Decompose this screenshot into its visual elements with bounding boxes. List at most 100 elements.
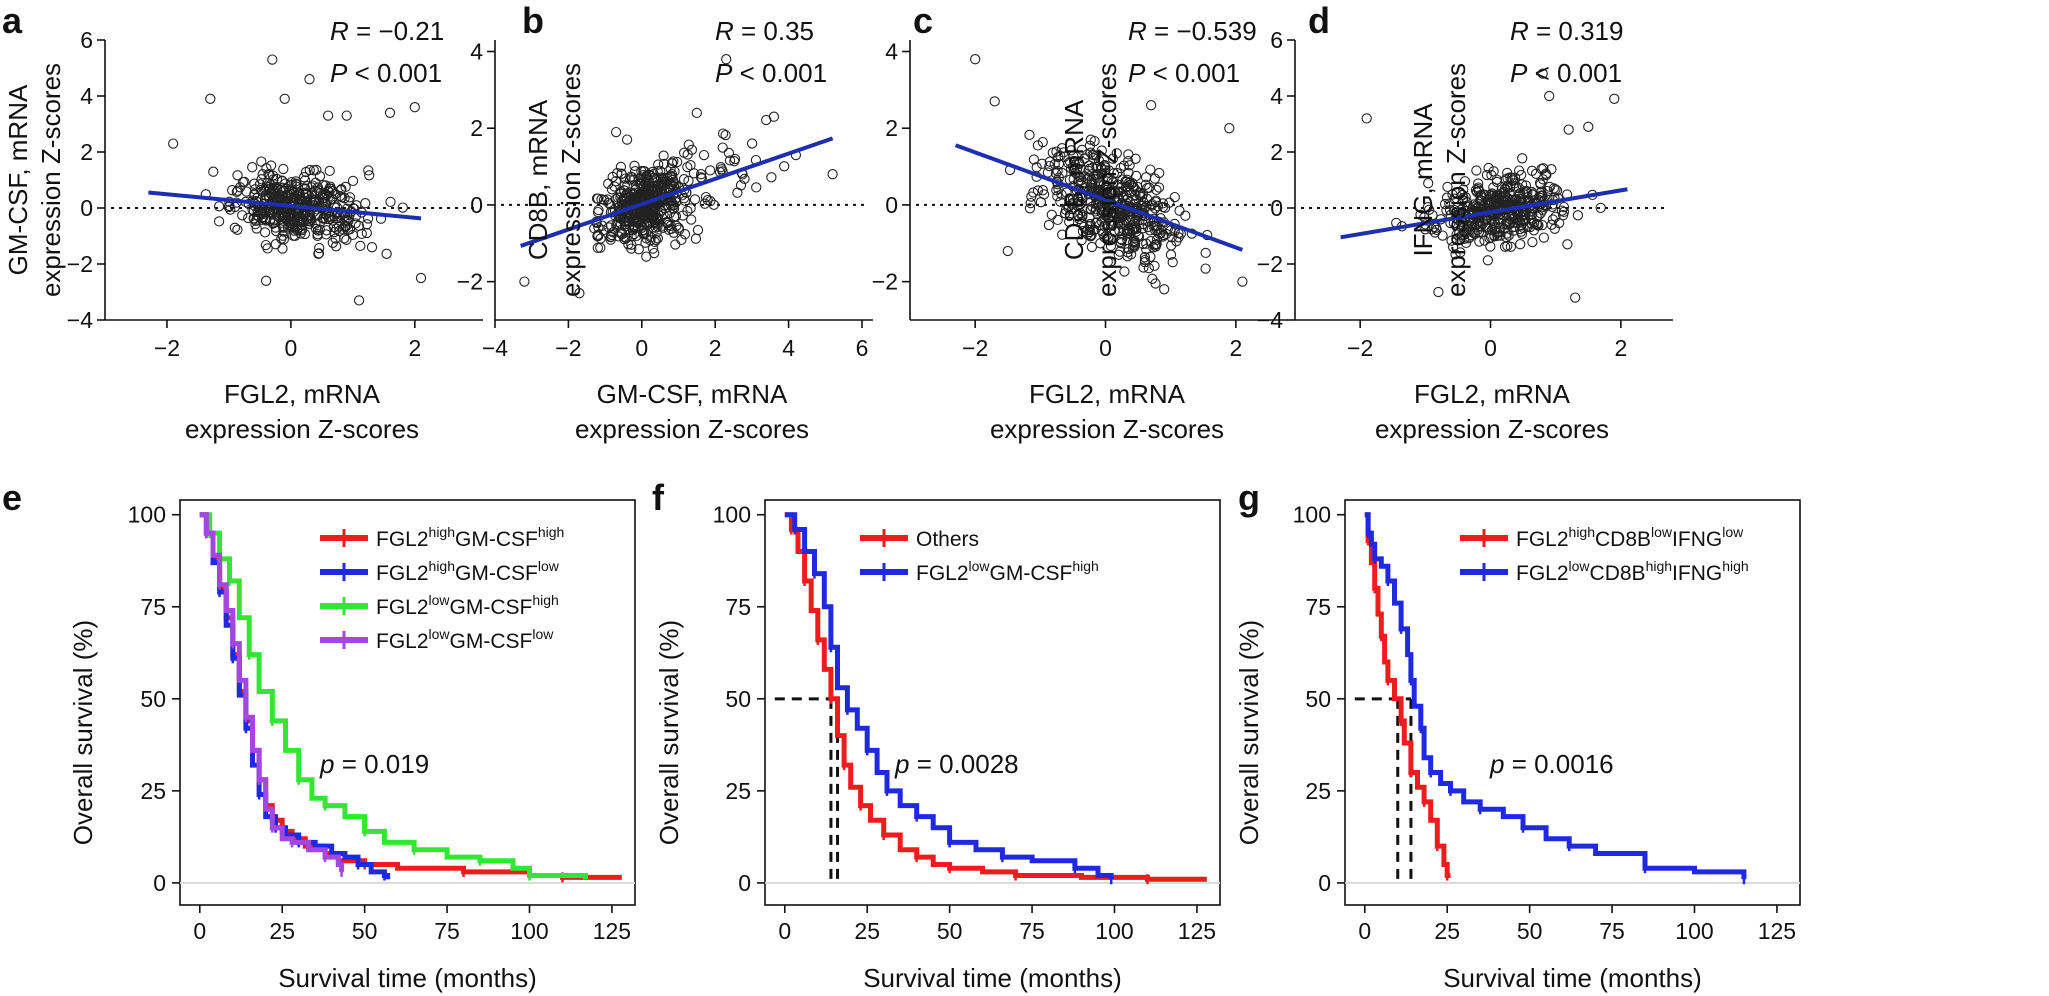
data-point — [294, 194, 305, 206]
data-point — [1140, 172, 1152, 183]
data-point — [686, 144, 698, 155]
data-point — [666, 168, 678, 180]
data-point — [1077, 209, 1088, 221]
data-point — [692, 224, 704, 236]
legend-entry: Others — [916, 528, 979, 551]
data-point — [1087, 162, 1098, 173]
data-point — [1086, 178, 1098, 189]
data-point — [827, 169, 838, 180]
data-point — [1502, 240, 1513, 252]
data-point — [1145, 251, 1156, 262]
plot-frame — [179, 499, 636, 906]
data-point — [1439, 198, 1451, 210]
data-point — [1143, 263, 1155, 274]
data-point — [1528, 188, 1539, 199]
data-point — [1200, 263, 1211, 274]
y-tick-label: 0 — [1318, 870, 1331, 896]
data-point — [1511, 195, 1522, 206]
regression-line — [954, 143, 1244, 252]
data-point — [1092, 161, 1104, 172]
data-point — [1427, 209, 1438, 221]
data-point — [1558, 206, 1570, 218]
legend-superscript: high — [538, 524, 564, 540]
data-point — [626, 231, 637, 242]
data-point — [364, 170, 375, 181]
data-point — [249, 189, 260, 201]
data-point — [1098, 228, 1109, 239]
data-point — [640, 177, 651, 188]
data-point — [274, 210, 285, 221]
data-point — [319, 196, 331, 208]
data-point — [1077, 226, 1089, 237]
data-point — [291, 224, 303, 236]
x-tick-label: 0 — [1099, 335, 1112, 361]
data-point — [270, 181, 281, 193]
stat-p: P < 0.001 — [330, 58, 442, 88]
data-point — [225, 204, 236, 215]
x-tick-label: 75 — [434, 918, 460, 944]
data-point — [1515, 220, 1527, 231]
data-point — [1043, 219, 1055, 231]
legend-text: GM-CSF — [455, 562, 538, 585]
data-point — [679, 229, 691, 240]
scatter-points — [168, 54, 427, 306]
stat-r-value: = 0.319 — [1529, 16, 1624, 46]
data-point — [1115, 162, 1126, 174]
data-point — [1137, 223, 1149, 234]
data-point — [363, 165, 374, 176]
data-point — [627, 214, 639, 225]
legend-superscript: low — [429, 592, 451, 608]
data-point — [339, 220, 351, 231]
data-point — [1120, 189, 1131, 201]
data-point — [629, 160, 640, 171]
data-point — [723, 147, 735, 159]
data-point — [1037, 185, 1049, 196]
legend-entry: FGL2highCD8BlowIFNGlow — [1516, 524, 1744, 551]
data-point — [306, 187, 318, 198]
data-point — [746, 138, 758, 149]
data-point — [1107, 153, 1119, 164]
data-point — [611, 220, 622, 231]
data-point — [658, 150, 669, 161]
x-tick-label: −2 — [154, 335, 180, 361]
data-point — [645, 235, 656, 246]
data-point — [1103, 231, 1114, 243]
data-point — [239, 176, 250, 188]
data-point — [717, 142, 728, 153]
x-tick-label: 2 — [709, 335, 722, 361]
data-point — [1509, 212, 1520, 223]
data-point — [1447, 189, 1458, 200]
data-point — [1583, 121, 1594, 132]
data-point — [592, 242, 603, 254]
data-point — [1492, 227, 1503, 239]
data-point — [1423, 204, 1435, 215]
stat-p: p = 0.019 — [319, 749, 429, 779]
data-point — [1224, 123, 1235, 134]
x-tick-label: 6 — [856, 335, 869, 361]
data-point — [683, 175, 694, 187]
data-point — [1200, 247, 1211, 259]
x-axis-label: FGL2, mRNA — [224, 379, 381, 409]
data-point — [1107, 188, 1118, 199]
stat-p: P < 0.001 — [1510, 58, 1622, 88]
data-point — [1106, 215, 1117, 226]
data-point — [1145, 164, 1156, 175]
survival-curve-1 — [784, 512, 1207, 882]
data-point — [341, 234, 352, 245]
data-point — [265, 179, 276, 190]
data-point — [1037, 136, 1048, 148]
survival-curve-1 — [1364, 512, 1451, 878]
data-point — [615, 161, 627, 173]
data-point — [595, 233, 606, 244]
data-point — [397, 202, 408, 213]
data-point — [1485, 241, 1496, 252]
data-point — [685, 203, 696, 214]
y-tick-label: −2 — [67, 251, 93, 277]
data-point — [381, 248, 392, 259]
data-point — [256, 174, 267, 185]
data-point — [643, 212, 654, 223]
data-point — [686, 214, 697, 225]
data-point — [649, 215, 660, 226]
data-point — [249, 213, 260, 224]
data-point — [1494, 213, 1506, 225]
